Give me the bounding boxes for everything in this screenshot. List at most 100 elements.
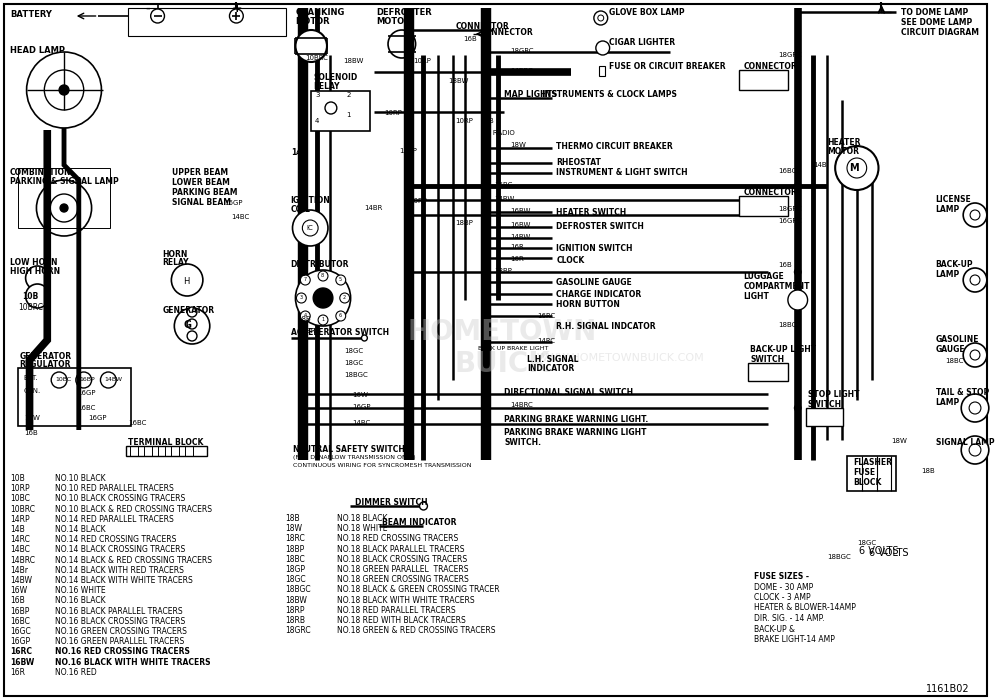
Circle shape [794, 268, 802, 276]
Text: HEATER & BLOWER-14AMP: HEATER & BLOWER-14AMP [754, 603, 856, 612]
Text: SIGNAL LAMP: SIGNAL LAMP [936, 438, 994, 447]
Bar [18, 168, 111, 228]
Text: TERMINAL BLOCK: TERMINAL BLOCK [128, 438, 203, 447]
Circle shape [794, 182, 802, 190]
Bar [738, 196, 788, 216]
Text: 18B: 18B [481, 118, 494, 124]
Text: CONNECTOR: CONNECTOR [743, 62, 798, 71]
Circle shape [420, 502, 428, 510]
Text: 18BC: 18BC [946, 358, 964, 364]
Text: 1: 1 [347, 112, 351, 118]
Text: 14B: 14B [814, 162, 827, 168]
Text: BAT.: BAT. [23, 375, 38, 381]
Circle shape [296, 30, 327, 62]
Text: LICENSE: LICENSE [936, 195, 972, 204]
Bar [158, 446, 165, 456]
Text: 10B: 10B [10, 474, 24, 483]
Circle shape [361, 335, 367, 341]
Circle shape [963, 268, 987, 292]
Text: MOTOR: MOTOR [827, 147, 859, 156]
Text: MAP LIGHTS: MAP LIGHTS [504, 90, 557, 99]
Text: 10BRC: 10BRC [10, 505, 35, 514]
Text: REGULATOR: REGULATOR [20, 360, 71, 369]
Text: CHARGE INDICATOR: CHARGE INDICATOR [556, 290, 642, 299]
Text: NO.18 RED PARALLEL TRACERS: NO.18 RED PARALLEL TRACERS [337, 606, 456, 615]
Text: 18GC: 18GC [345, 360, 364, 366]
Circle shape [60, 204, 68, 212]
Text: 6 VOLTS: 6 VOLTS [859, 546, 898, 556]
Text: TAIL & STOP: TAIL & STOP [936, 388, 989, 397]
Text: 10RP: 10RP [455, 118, 473, 124]
Text: ACCELERATOR SWITCH: ACCELERATOR SWITCH [291, 328, 388, 337]
Text: 4: 4 [315, 118, 320, 124]
Text: 16GRC: 16GRC [778, 218, 802, 224]
Text: LAMP: LAMP [936, 270, 960, 279]
Text: GEN.: GEN. [23, 388, 41, 394]
Text: PARKING BRAKE WARNING LIGHT: PARKING BRAKE WARNING LIGHT [504, 428, 647, 437]
Text: 14BW: 14BW [494, 196, 515, 202]
Circle shape [388, 30, 415, 58]
Text: MOTOR: MOTOR [296, 17, 330, 26]
Text: 6 VOLTS: 6 VOLTS [868, 548, 908, 558]
Text: LAMP: LAMP [936, 205, 960, 214]
Text: 4: 4 [304, 313, 307, 318]
Text: LAMP: LAMP [936, 398, 960, 407]
Text: PARKING BEAM: PARKING BEAM [172, 188, 237, 197]
Text: SWITCH: SWITCH [750, 355, 785, 364]
Circle shape [296, 270, 351, 326]
Text: GAUGE: GAUGE [936, 345, 965, 354]
Bar [171, 446, 179, 456]
Text: 10BC: 10BC [10, 494, 30, 503]
Text: HEAD LAMP: HEAD LAMP [10, 46, 64, 55]
Text: DEFROSTER: DEFROSTER [376, 8, 432, 17]
Text: HEATER: HEATER [827, 138, 861, 147]
Text: 10RP: 10RP [413, 58, 432, 64]
Text: 14BRC: 14BRC [10, 556, 35, 565]
Text: NO.16 RED: NO.16 RED [55, 668, 97, 677]
Text: DOME - 30 AMP: DOME - 30 AMP [754, 582, 814, 592]
Bar [599, 66, 605, 76]
Text: WWW.HOMETOWNBUICK.COM: WWW.HOMETOWNBUICK.COM [536, 353, 704, 363]
Circle shape [961, 394, 989, 422]
Text: BRAKE LIGHT-14 AMP: BRAKE LIGHT-14 AMP [754, 635, 835, 644]
Circle shape [25, 266, 49, 290]
Text: GASOLINE GAUGE: GASOLINE GAUGE [556, 278, 632, 287]
Text: 16B: 16B [463, 36, 477, 42]
Text: RELAY: RELAY [313, 82, 340, 91]
Circle shape [293, 210, 328, 246]
Circle shape [482, 182, 490, 190]
Text: 16GP: 16GP [352, 404, 371, 410]
Text: -: - [146, 4, 150, 14]
Text: SWITCH.: SWITCH. [504, 438, 541, 447]
Bar [126, 446, 207, 456]
Text: 18GRC: 18GRC [778, 52, 802, 58]
Bar [738, 70, 788, 90]
Text: 18GC: 18GC [286, 575, 306, 584]
Text: LIGHT: LIGHT [743, 292, 770, 301]
Text: NO.16 GREEN PARALLEL TRACERS: NO.16 GREEN PARALLEL TRACERS [55, 637, 184, 646]
Text: 16GP: 16GP [76, 390, 96, 396]
Text: 18BP: 18BP [455, 220, 473, 226]
Circle shape [596, 41, 610, 55]
Text: HORN BUTTON: HORN BUTTON [556, 300, 621, 309]
Text: NO.18 RED CROSSING TRACERS: NO.18 RED CROSSING TRACERS [337, 534, 458, 543]
Text: 16RC: 16RC [10, 648, 32, 657]
Circle shape [340, 293, 350, 303]
Text: CONNECTOR: CONNECTOR [480, 28, 533, 37]
Text: 14BR: 14BR [364, 205, 382, 211]
Text: DISTRIBUTOR: DISTRIBUTOR [291, 260, 349, 269]
Text: 18BP: 18BP [286, 545, 305, 554]
Text: FUSE SIZES -: FUSE SIZES - [754, 572, 810, 581]
Text: 16BC: 16BC [76, 405, 96, 411]
Text: 16BP: 16BP [10, 607, 29, 615]
Text: LOWER BEAM: LOWER BEAM [172, 178, 230, 187]
Circle shape [336, 275, 346, 285]
Text: 18BGC: 18BGC [827, 554, 851, 560]
Text: 14BW: 14BW [10, 576, 32, 585]
Circle shape [187, 307, 197, 317]
Text: IGNITION SWITCH: IGNITION SWITCH [556, 244, 633, 253]
Text: 1: 1 [321, 317, 324, 322]
Text: HEATER SWITCH: HEATER SWITCH [556, 208, 627, 217]
Circle shape [598, 15, 604, 21]
Circle shape [75, 372, 92, 388]
